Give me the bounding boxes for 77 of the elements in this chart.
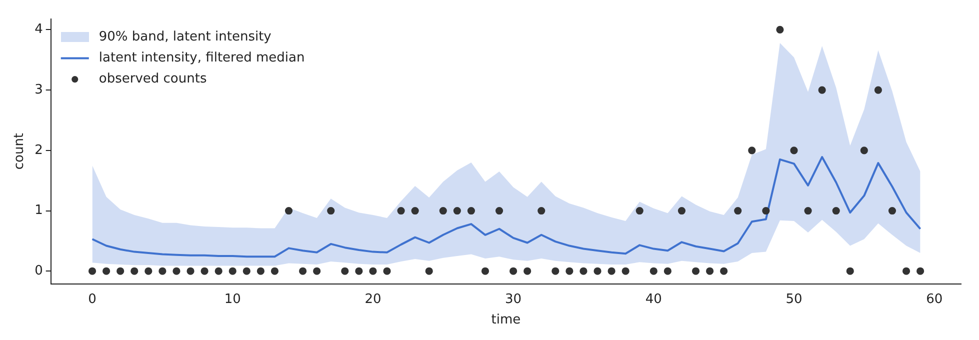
point	[242, 267, 250, 275]
point	[888, 206, 896, 215]
point	[214, 267, 222, 275]
x-tick-label: 60	[926, 292, 943, 307]
point	[790, 146, 798, 154]
point	[369, 267, 377, 275]
point	[692, 267, 700, 275]
point	[916, 267, 924, 275]
point	[804, 206, 812, 215]
legend-label: observed counts	[98, 72, 207, 87]
point	[860, 146, 868, 154]
point	[510, 267, 518, 275]
annotation: 90% band, latent intensity	[98, 30, 272, 45]
point	[172, 267, 180, 275]
point	[144, 267, 152, 275]
point	[284, 206, 293, 215]
point	[538, 206, 546, 215]
y-tick-label: 2	[34, 142, 43, 158]
point	[720, 267, 728, 275]
point	[874, 86, 882, 94]
point	[256, 267, 264, 275]
point	[636, 206, 644, 215]
point	[397, 206, 405, 215]
point	[748, 146, 756, 154]
point	[228, 267, 236, 275]
point	[580, 267, 588, 275]
point	[902, 267, 910, 275]
x-axis-title: time	[491, 312, 521, 328]
point	[495, 206, 504, 215]
point	[88, 267, 96, 275]
y-tick-label: 3	[34, 82, 43, 98]
point	[678, 206, 686, 215]
x-tick-label: 30	[505, 292, 522, 307]
x-tick-label: 40	[645, 292, 662, 307]
x-tick-label: 10	[224, 292, 241, 307]
point	[762, 206, 770, 215]
legend-label: latent intensity, filtered median	[98, 50, 305, 66]
point	[846, 267, 854, 275]
point	[650, 267, 658, 275]
point	[524, 267, 532, 275]
point	[130, 267, 138, 275]
point	[383, 267, 391, 275]
y-tick-label: 0	[34, 264, 43, 278]
point	[298, 267, 307, 275]
x-tick-label: 50	[786, 292, 802, 307]
point	[453, 206, 461, 215]
point	[102, 267, 110, 275]
point	[270, 267, 279, 275]
point	[566, 267, 574, 275]
point	[355, 267, 363, 275]
point	[186, 267, 194, 275]
y-axis-title: count	[12, 132, 28, 170]
point	[481, 267, 490, 275]
point	[818, 86, 826, 94]
point	[411, 206, 419, 215]
point	[439, 206, 447, 215]
point	[832, 206, 840, 215]
point	[158, 267, 166, 275]
point	[467, 206, 475, 215]
point	[706, 267, 714, 275]
point	[200, 267, 208, 275]
point	[734, 206, 742, 215]
point	[425, 267, 433, 275]
point	[552, 267, 560, 275]
point	[327, 206, 335, 215]
point	[664, 267, 672, 275]
x-tick-label: 20	[364, 292, 382, 307]
point	[608, 267, 616, 275]
point	[776, 26, 784, 34]
point	[313, 267, 321, 275]
x-tick-label: 0	[88, 292, 96, 307]
point	[341, 267, 349, 275]
point	[622, 267, 630, 275]
y-tick-label: 4	[34, 22, 43, 38]
point	[594, 267, 602, 275]
y-tick-label: 1	[34, 203, 43, 218]
point	[116, 267, 124, 275]
